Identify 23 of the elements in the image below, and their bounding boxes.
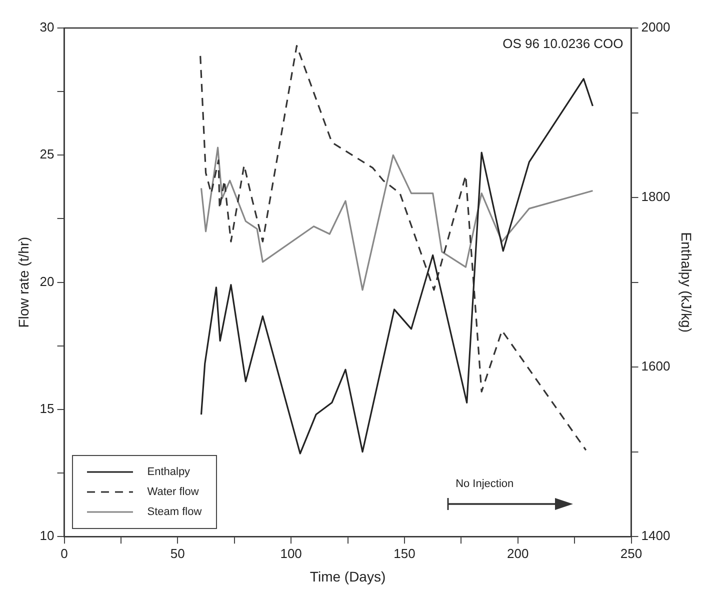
legend-label: Steam flow <box>147 506 202 518</box>
y2-tick-label: 1800 <box>641 189 670 204</box>
y-axis-title: Flow rate (t/hr) <box>15 236 32 328</box>
y2-tick-label: 1400 <box>641 528 670 544</box>
legend-label: Enthalpy <box>147 466 190 478</box>
y-tick-label: 30 <box>40 20 54 35</box>
x-axis-title: Time (Days) <box>310 568 386 584</box>
x-tick-label: 100 <box>280 546 302 561</box>
y2-axis-title: Enthalpy (kJ/kg) <box>678 232 695 332</box>
x-tick-label: 150 <box>394 546 416 561</box>
x-tick-label: 50 <box>170 546 185 561</box>
annotation: OS 96 10.0236 COO <box>502 36 624 51</box>
x-tick-label: 0 <box>60 546 68 561</box>
legend-label: Water flow <box>147 486 199 498</box>
y-tick-label: 10 <box>40 528 54 544</box>
y2-tick-label: 2000 <box>641 20 670 35</box>
annotation: No Injection <box>456 478 514 490</box>
x-tick-label: 200 <box>507 546 529 561</box>
y-tick-label: 25 <box>40 146 54 162</box>
x-tick-label: 250 <box>620 546 642 561</box>
y2-tick-label: 1600 <box>641 358 670 374</box>
y-tick-label: 20 <box>40 274 54 289</box>
y-tick-label: 15 <box>40 401 54 416</box>
